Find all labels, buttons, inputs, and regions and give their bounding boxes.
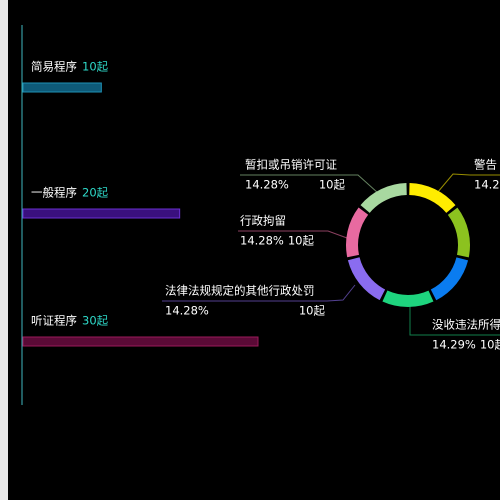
- segment-percent: 14.28%: [245, 178, 289, 192]
- segment-percent: 14.28%: [165, 304, 209, 318]
- bar: [22, 82, 102, 93]
- segment-name: 没收违法所得: [432, 318, 500, 332]
- bar-value-label: 10起: [82, 60, 109, 74]
- donut-segment: [382, 290, 434, 307]
- bar-label: 一般程序: [31, 186, 77, 200]
- bar-value-label: 30起: [82, 314, 109, 328]
- segment-count: 10起: [319, 178, 346, 192]
- bar-label: 简易程序: [31, 60, 77, 74]
- donut-segment: [346, 207, 369, 258]
- segment-count: 10起: [480, 338, 500, 352]
- segment-name: 警告: [474, 158, 497, 172]
- leader-line: [345, 174, 379, 194]
- donut-segment: [347, 257, 386, 301]
- donut-segment: [447, 207, 470, 258]
- donut-segment: [430, 257, 469, 301]
- segment-percent: 14.29%: [432, 338, 476, 352]
- leader-line: [326, 284, 356, 302]
- leader-line: [409, 298, 430, 336]
- bar-label: 听证程序: [31, 314, 77, 328]
- segment-percent: 14.29%: [474, 178, 500, 192]
- donut-segment: [409, 183, 456, 213]
- leader-line: [436, 173, 471, 194]
- segment-count: 10起: [299, 304, 326, 318]
- donut-segment: [360, 183, 407, 213]
- bar-value-label: 20起: [82, 186, 109, 200]
- segment-percent: 14.28%: [240, 234, 284, 248]
- segment-count: 10起: [288, 234, 315, 248]
- segment-name: 法律法规规定的其他行政处罚: [165, 284, 315, 298]
- dashboard: 简易程序10起一般程序20起听证程序30起警告14.29%10起没收违法所得14…: [8, 0, 500, 500]
- bar: [22, 336, 259, 347]
- leader-line: [315, 230, 348, 239]
- segment-name: 暂扣或吊销许可证: [245, 158, 337, 172]
- bar: [22, 208, 181, 219]
- segment-name: 行政拘留: [240, 214, 286, 228]
